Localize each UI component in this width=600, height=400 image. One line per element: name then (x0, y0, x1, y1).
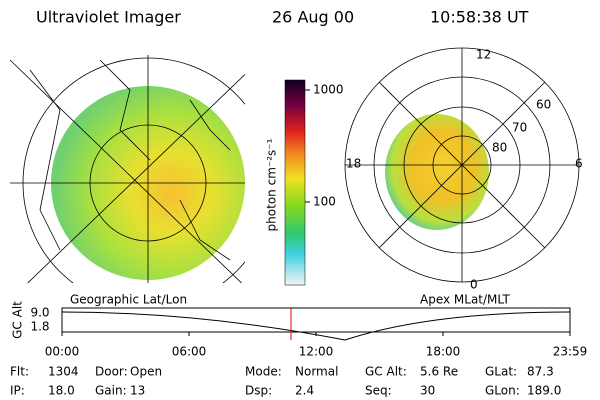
status-label: IP: (10, 384, 25, 398)
status-value: 87.3 (527, 365, 554, 379)
geo-map-label: Geographic Lat/Lon (70, 293, 187, 307)
status-value: 18.0 (48, 384, 75, 398)
mlat-label: 80 (492, 141, 507, 155)
status-label: Gain: (95, 384, 127, 398)
alt-plot-frame (61, 307, 571, 333)
alt-tick: 1.8 (30, 320, 49, 334)
alt-curve (61, 311, 571, 341)
mlat-label: 70 (512, 121, 527, 135)
date: 26 Aug 00 (272, 8, 354, 27)
time-axis: 00:00 06:00 12:00 18:00 23:59 (45, 332, 588, 359)
time-tick-label: 06:00 (172, 345, 207, 359)
status-value: 189.0 (527, 384, 561, 398)
status-value: Open (130, 365, 162, 379)
polar-map-label: Apex MLat/MLT (420, 293, 510, 307)
status-label: Door: (95, 365, 128, 379)
status-label: Seq: (365, 384, 392, 398)
status-value: Normal (295, 365, 338, 379)
status-panel: Flt: 1304 Door: Open Mode: Normal GC Alt: 5.6 R… (10, 365, 561, 398)
status-value: 5.6 Re (420, 365, 458, 379)
time-tick-label: 18:00 (426, 345, 461, 359)
status-label: Dsp: (245, 384, 272, 398)
mlt-label: 0 (470, 278, 478, 292)
geo-map (10, 55, 245, 283)
alt-label: GC Alt (11, 301, 25, 339)
status-label: Mode: (245, 365, 282, 379)
status-value: 1304 (48, 365, 79, 379)
mlt-label: 18 (346, 157, 361, 171)
colorbar-tick: 100 (313, 195, 336, 209)
colorbar-tick: 1000 (313, 83, 344, 97)
polar-map (344, 47, 580, 283)
status-label: Flt: (10, 365, 29, 379)
status-label: GLon: (485, 384, 520, 398)
mlat-label: 60 (536, 98, 551, 112)
colorbar-label: photon cm⁻²s⁻¹ (265, 138, 279, 231)
time-tick-label: 23:59 (553, 345, 588, 359)
status-label: GLat: (485, 365, 517, 379)
status-value: 30 (420, 384, 435, 398)
status-value: 2.4 (295, 384, 314, 398)
status-value: 13 (130, 384, 145, 398)
time-tick-label: 00:00 (45, 345, 80, 359)
mlt-label: 12 (476, 48, 491, 62)
mlt-label: 6 (575, 157, 583, 171)
status-label: GC Alt: (365, 365, 407, 379)
color-bar (284, 79, 306, 286)
time-tick-label: 12:00 (299, 345, 334, 359)
title: Ultraviolet Imager (36, 8, 181, 27)
alt-tick: 9.0 (30, 306, 49, 320)
time: 10:58:38 UT (430, 8, 529, 27)
